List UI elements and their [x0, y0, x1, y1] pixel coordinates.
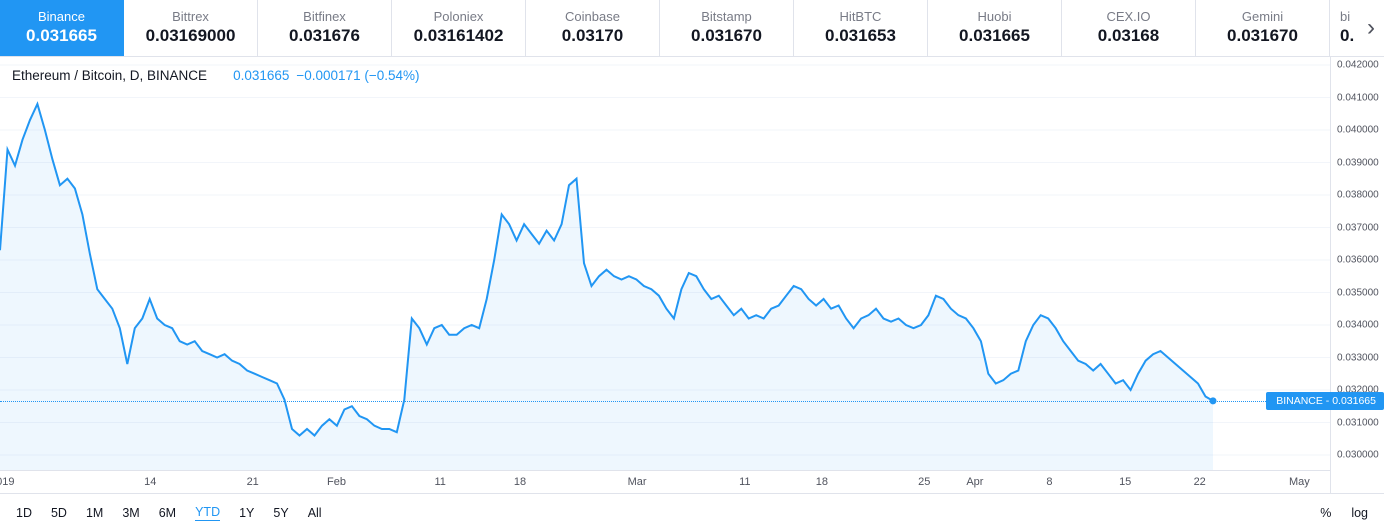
exchange-tab-price: 0.031665: [959, 26, 1030, 46]
exchange-tab-label: Poloniex: [433, 9, 484, 24]
exchange-tab-label: Bitfinex: [303, 9, 346, 24]
exchange-tab-gemini[interactable]: Gemini 0.031670: [1196, 0, 1330, 56]
exchange-tab-label: Gemini: [1241, 9, 1284, 24]
exchange-tabs: Binance 0.031665 Bittrex 0.03169000 Bitfinex…: [0, 0, 1384, 57]
time-axis-label: 15: [1119, 476, 1132, 488]
price-axis-label: 0.040000: [1337, 124, 1379, 136]
scale-buttons: % log: [1320, 506, 1368, 520]
price-info: 0.031665 −0.000171 (−0.54%): [233, 68, 419, 83]
time-axis-label: Mar: [627, 476, 647, 488]
range-button-3m[interactable]: 3M: [122, 505, 140, 520]
range-button-1d[interactable]: 1D: [16, 505, 32, 520]
time-axis-label: 11: [739, 476, 751, 488]
exchange-tab-bitstamp[interactable]: Bitstamp 0.031670: [660, 0, 794, 56]
range-button-6m[interactable]: 6M: [158, 505, 177, 520]
range-button-1y[interactable]: 1Y: [239, 505, 255, 520]
range-button-ytd[interactable]: YTD: [195, 505, 221, 521]
series-line: [0, 101, 1214, 437]
price-axis-label: 0.041000: [1337, 92, 1379, 103]
exchange-tab-hitbtc[interactable]: HitBTC 0.031653: [794, 0, 928, 56]
chevron-right-icon: ›: [1367, 14, 1375, 41]
exchange-tab-huobi[interactable]: Huobi 0.031665: [928, 0, 1062, 56]
price-change: −0.000171 (−0.54%): [296, 68, 420, 83]
exchange-tab-poloniex[interactable]: Poloniex 0.03161402: [392, 0, 526, 56]
series-area-fill: [0, 104, 1213, 470]
exchange-tab-price: 0.03169000: [145, 26, 236, 46]
exchange-tab-price: 0.03170: [561, 26, 624, 46]
price-axis-badge: BINANCE - 0.031665: [1266, 391, 1384, 411]
price-chart-svg: [0, 64, 1330, 470]
last-price-value: 0.031665: [233, 68, 290, 83]
price-axis-label: 0.038000: [1337, 189, 1379, 201]
price-axis-label: 0.034000: [1337, 319, 1379, 331]
time-axis-label: 18: [815, 476, 829, 488]
exchange-tab-label: Bitstamp: [701, 9, 752, 24]
price-axis-label: 0.032000: [1337, 384, 1379, 396]
time-axis-label: 25: [918, 476, 931, 488]
price-axis-label: 0.035000: [1337, 287, 1379, 298]
time-axis-label: 22: [1193, 476, 1206, 488]
price-axis[interactable]: 0.030000 0.031000 0.032000 0.033000 0.034000…: [1330, 57, 1384, 493]
exchange-tab-bitfinex[interactable]: Bitfinex 0.031676: [258, 0, 392, 56]
symbol-title: Ethereum / Bitcoin, D, BINANCE: [12, 68, 208, 83]
chart-area[interactable]: Ethereum / Bitcoin, D, BINANCE 0.031665 −0…: [0, 57, 1384, 493]
exchange-tab-price: 0.031653: [825, 26, 896, 46]
exchange-tab-label: Bittrex: [172, 9, 209, 24]
price-axis-label: 0.037000: [1337, 222, 1379, 233]
price-axis-label: 0.039000: [1337, 157, 1379, 168]
exchange-tab-price: 0.031670: [1227, 26, 1298, 46]
horizontal-gridlines: [0, 64, 1330, 456]
range-buttons: 1D 5D 1M 3M 6M YTD 1Y 5Y All: [16, 504, 322, 521]
time-axis-label: 11: [434, 476, 446, 488]
exchange-tab-label: Coinbase: [565, 9, 620, 24]
exchange-tab-price: 0.03168: [1097, 26, 1160, 46]
time-axis-label: Feb: [327, 476, 346, 488]
range-button-all[interactable]: All: [307, 505, 322, 520]
time-axis[interactable]: 019 14 21 Feb 11 18 Mar 11 18 25 Apr 8 15 22 May: [0, 470, 1330, 493]
exchange-tab-price: 0.031676: [289, 26, 360, 46]
range-button-5y[interactable]: 5Y: [273, 505, 289, 520]
exchange-tab-coinbase[interactable]: Coinbase 0.03170: [526, 0, 660, 56]
time-axis-label: 019: [0, 476, 15, 488]
time-axis-label: 14: [144, 476, 157, 488]
time-axis-label: 18: [513, 476, 527, 488]
price-plot[interactable]: Ethereum / Bitcoin, D, BINANCE 0.031665 −0…: [0, 57, 1330, 470]
exchange-tab-label: Huobi: [977, 9, 1012, 24]
time-axis-label: May: [1289, 476, 1310, 488]
range-button-1m[interactable]: 1M: [85, 505, 104, 520]
exchange-tab-label: CEX.IO: [1106, 9, 1151, 24]
exchange-tab-label: Binance: [38, 9, 85, 24]
price-axis-label: 0.033000: [1337, 352, 1379, 363]
exchange-tab-price: 0.031670: [691, 26, 762, 46]
exchange-tab-price: 0.03161402: [413, 26, 504, 46]
time-axis-label: 8: [1046, 476, 1053, 488]
price-axis-label: 0.042000: [1337, 59, 1379, 71]
range-button-5d[interactable]: 5D: [50, 505, 67, 520]
exchange-tab-label: HitBTC: [839, 9, 882, 24]
price-axis-label: 0.031000: [1337, 417, 1379, 428]
exchange-tab-bittrex[interactable]: Bittrex 0.03169000: [124, 0, 258, 56]
percent-scale-button[interactable]: %: [1320, 505, 1332, 520]
log-scale-button[interactable]: log: [1351, 505, 1368, 520]
time-axis-label: Apr: [966, 476, 984, 488]
exchange-tab-cex-io[interactable]: CEX.IO 0.03168: [1062, 0, 1196, 56]
time-axis-label: 21: [246, 476, 259, 488]
exchange-tab-price: 0.031665: [26, 26, 97, 46]
last-price-line: [0, 400, 1330, 402]
price-axis-label: 0.030000: [1337, 449, 1379, 461]
tabs-scroll-right-button[interactable]: ›: [1358, 1, 1384, 55]
exchange-tab-price: 0.: [1340, 26, 1355, 46]
exchange-tab-label: bi: [1340, 9, 1351, 24]
chart-legend: Ethereum / Bitcoin, D, BINANCE 0.031665 −0…: [12, 68, 420, 83]
price-axis-label: 0.036000: [1337, 254, 1379, 266]
exchange-tab-binance[interactable]: Binance 0.031665: [0, 0, 124, 56]
bottom-toolbar: 1D 5D 1M 3M 6M YTD 1Y 5Y All % log: [0, 493, 1384, 531]
